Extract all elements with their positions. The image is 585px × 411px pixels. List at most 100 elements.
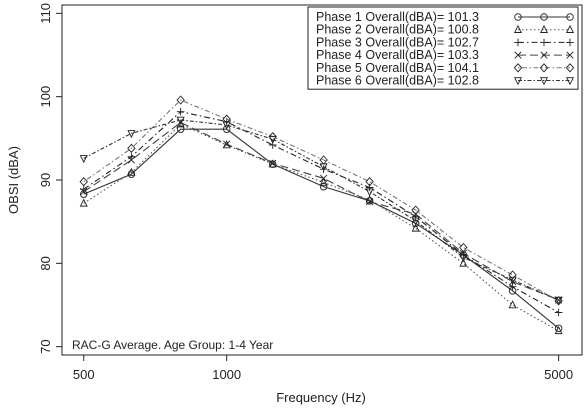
data-point [79,176,88,187]
data-point [268,131,277,142]
series-group [79,95,563,335]
legend-item: Phase 6 Overall(dBA)= 102.8 [316,74,575,88]
legend-item: Phase 4 Overall(dBA)= 103.3 [316,48,574,62]
data-point [127,152,136,161]
series-line [83,119,559,301]
y-axis: 70 80 90 100 110 [38,3,62,354]
legend-item: Phase 5 Overall(dBA)= 104.1 [316,61,575,75]
legend-label: Phase 3 Overall(dBA)= 102.7 [316,35,479,49]
data-point [269,159,277,167]
legend-marker [514,13,522,21]
x-axis: 500 1000 5000 [73,355,573,382]
data-point [554,326,563,335]
x-tick-label: 1000 [212,367,241,382]
data-point [320,174,328,182]
data-point [79,198,88,207]
y-tick-label: 70 [38,339,53,353]
series-line [83,121,559,301]
data-point [319,163,328,172]
data-point [365,197,374,205]
data-point [176,107,185,116]
series-6 [79,116,563,305]
legend-marker [540,13,548,21]
data-point [365,176,374,187]
legend-item: Phase 1 Overall(dBA)= 101.3 [316,10,574,24]
data-point [554,308,563,317]
legend-marker [513,24,523,33]
series-4 [80,118,563,304]
data-point [366,198,374,206]
y-tick-label: 80 [38,256,53,270]
series-line [83,128,559,329]
data-point [176,116,185,125]
legend-marker [514,38,522,47]
data-point [80,188,88,196]
legend-marker [566,38,574,47]
legend-marker [566,51,574,59]
data-point [411,223,420,232]
y-tick-label: 110 [38,3,53,24]
legend-item: Phase 3 Overall(dBA)= 102.7 [316,35,574,49]
legend-marker [513,63,523,73]
data-point [222,125,231,133]
series-5 [79,95,563,306]
legend-marker [514,51,522,59]
y-axis-label: OBSI (dBA) [6,146,21,214]
legend-marker [539,77,549,86]
data-point [79,155,88,164]
data-point [127,130,136,139]
data-point [127,167,136,176]
data-point [365,183,374,192]
data-point [176,95,185,105]
data-point [508,276,517,285]
data-point [222,121,231,130]
data-point [222,114,231,124]
data-point [554,324,563,333]
x-axis-label: Frequency (Hz) [276,390,366,405]
data-point [268,135,277,144]
legend-label: Phase 5 Overall(dBA)= 104.1 [316,61,479,75]
data-point [365,188,374,197]
data-point [459,254,468,263]
legend-label: Phase 1 Overall(dBA)= 101.3 [316,10,479,24]
legend-marker [539,24,549,33]
data-point [319,177,328,186]
legend-label: Phase 2 Overall(dBA)= 100.8 [316,23,479,37]
data-point [554,296,563,305]
legend-label: Phase 6 Overall(dBA)= 102.8 [316,74,479,88]
data-point [176,125,185,133]
data-point [508,300,517,309]
series-2 [79,119,563,335]
data-point [223,140,231,148]
y-tick-label: 100 [38,86,53,108]
series-line [83,123,559,332]
legend-marker [540,38,548,47]
data-point [127,156,136,164]
legend-marker [566,13,574,21]
data-point [127,143,136,154]
data-point [508,270,517,280]
series-1 [79,125,563,333]
x-tick-label: 5000 [544,367,573,382]
legend-marker [513,77,523,86]
data-point [459,258,468,267]
data-point [411,217,420,226]
series-3 [79,107,563,317]
legend-item: Phase 2 Overall(dBA)= 100.8 [316,23,575,37]
legend-marker [565,63,575,73]
data-point [411,205,420,215]
y-tick-label: 90 [38,173,53,187]
x-tick-label: 500 [73,367,95,382]
legend-marker [565,77,575,86]
legend-box [307,6,579,90]
legend-marker [540,51,548,59]
data-point [459,242,468,253]
legend-marker [565,24,575,33]
legend-marker [539,63,549,73]
series-line [83,99,559,302]
chart-annotation: RAC-G Average. Age Group: 1-4 Year [72,338,273,352]
legend-label: Phase 4 Overall(dBA)= 103.3 [316,48,479,62]
data-point [319,182,328,191]
